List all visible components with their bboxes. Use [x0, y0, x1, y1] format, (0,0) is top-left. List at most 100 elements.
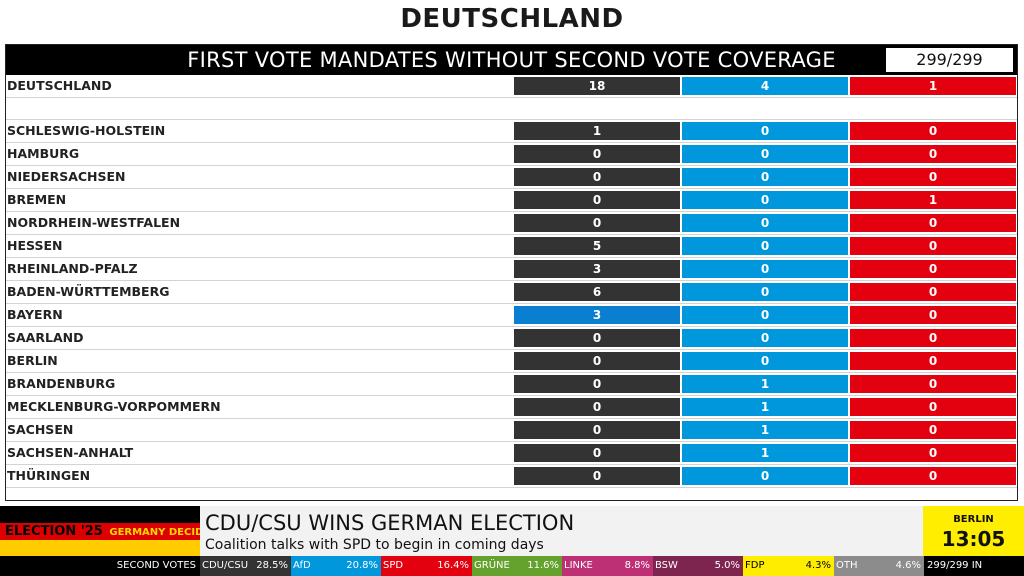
page-title: DEUTSCHLAND: [400, 4, 624, 34]
state-row: BREMEN 0 0 1: [6, 189, 1017, 212]
vote-segment: LINKE 8.8%: [562, 556, 653, 576]
state-cdu-cell: 0: [514, 168, 680, 186]
state-afd-cell: 0: [682, 306, 848, 324]
party-share: 28.5%: [256, 560, 288, 571]
second-votes-label: SECOND VOTES: [116, 560, 196, 571]
panel-header: FIRST VOTE MANDATES WITHOUT SECOND VOTE …: [6, 45, 1017, 93]
state-label: BREMEN: [7, 192, 67, 207]
state-row: SCHLESWIG-HOLSTEIN 1 0 0: [6, 120, 1017, 143]
state-spd-cell: 0: [850, 260, 1016, 278]
votes-counted: 299/299 IN: [927, 560, 983, 571]
state-label: BADEN-WÜRTTEMBERG: [7, 284, 170, 299]
party-share: 5.0%: [714, 560, 740, 571]
flag-stripe-black: [0, 506, 200, 523]
state-row: BERLIN 0 0 0: [6, 350, 1017, 373]
state-label: NORDRHEIN-WESTFALEN: [7, 215, 181, 230]
state-row: HESSEN 5 0 0: [6, 235, 1017, 258]
state-label: NIEDERSACHSEN: [7, 169, 126, 184]
counted-constituencies: 299/299 (16/16): [886, 48, 1013, 93]
vote-segment: CDU/CSU 28.5%: [200, 556, 291, 576]
state-spd-cell: 0: [850, 306, 1016, 324]
state-cdu-cell: 0: [514, 398, 680, 416]
state-afd-cell: 0: [682, 237, 848, 255]
subheadline: Coalition talks with SPD to begin in com…: [205, 537, 544, 553]
state-cdu-cell: 0: [514, 214, 680, 232]
state-cdu-cell: 0: [514, 329, 680, 347]
state-row: BRANDENBURG 0 1 0: [6, 373, 1017, 396]
state-afd-cell: 0: [682, 122, 848, 140]
party-share: 11.6%: [527, 560, 559, 571]
state-label: RHEINLAND-PFALZ: [7, 261, 138, 276]
state-row: SACHSEN-ANHALT 0 1 0: [6, 442, 1017, 465]
state-spd-cell: 0: [850, 421, 1016, 439]
state-row: NORDRHEIN-WESTFALEN 0 0 0: [6, 212, 1017, 235]
vote-segment: FDP 4.3%: [743, 556, 834, 576]
party-share: 20.8%: [346, 560, 378, 571]
state-label: BAYERN: [7, 307, 63, 322]
headline-box: CDU/CSU WINS GERMAN ELECTION Coalition t…: [200, 506, 923, 556]
state-cdu-cell: 0: [514, 467, 680, 485]
state-afd-cell: 1: [682, 375, 848, 393]
total-cdu-cell: 18: [514, 77, 680, 95]
party-name: FDP: [745, 560, 765, 571]
state-label: HESSEN: [7, 238, 63, 253]
state-cdu-cell: 6: [514, 283, 680, 301]
state-cdu-cell: 0: [514, 145, 680, 163]
state-spd-cell: 0: [850, 283, 1016, 301]
vote-segment: OTH 4.6%: [834, 556, 924, 576]
vote-segment: SPD 16.4%: [381, 556, 472, 576]
party-share: 8.8%: [624, 560, 650, 571]
party-name: GRÜNE: [474, 560, 510, 571]
state-row: RHEINLAND-PFALZ 3 0 0: [6, 258, 1017, 281]
state-row: HAMBURG 0 0 0: [6, 143, 1017, 166]
state-spd-cell: 0: [850, 329, 1016, 347]
state-label: SACHSEN: [7, 422, 74, 437]
election-brand: ELECTION '25 GERMANY DECIDES: [0, 506, 217, 556]
state-label: SAARLAND: [7, 330, 84, 345]
state-cdu-cell: 3: [514, 306, 680, 324]
total-spd-cell: 1: [850, 77, 1016, 95]
state-afd-cell: 1: [682, 421, 848, 439]
headline: CDU/CSU WINS GERMAN ELECTION: [205, 511, 575, 535]
second-votes-bar: SECOND VOTES CDU/CSU 28.5% AfD 20.8% SPD 16.4…: [0, 556, 1024, 576]
state-cdu-cell: 0: [514, 375, 680, 393]
state-label: SACHSEN-ANHALT: [7, 445, 134, 460]
state-spd-cell: 0: [850, 168, 1016, 186]
brand-label: ELECTION '25 GERMANY DECIDES: [5, 523, 217, 540]
state-label: SCHLESWIG-HOLSTEIN: [7, 123, 166, 138]
state-cdu-cell: 1: [514, 122, 680, 140]
brand-title: ELECTION '25: [5, 524, 103, 539]
state-cdu-cell: 0: [514, 444, 680, 462]
state-row: BADEN-WÜRTTEMBERG 6 0 0: [6, 281, 1017, 304]
party-name: BSW: [655, 560, 678, 571]
state-afd-cell: 0: [682, 191, 848, 209]
state-spd-cell: 0: [850, 375, 1016, 393]
party-share: 4.6%: [895, 560, 921, 571]
clock-box: BERLIN 13:05: [923, 506, 1024, 556]
state-spd-cell: 0: [850, 398, 1016, 416]
flag-stripe-gold: [0, 540, 200, 556]
flag-stripe-red: [0, 523, 200, 540]
clock-time: 13:05: [941, 527, 1006, 551]
state-spd-cell: 0: [850, 352, 1016, 370]
state-afd-cell: 0: [682, 467, 848, 485]
state-spd-cell: 1: [850, 191, 1016, 209]
clock-city: BERLIN: [953, 514, 994, 525]
total-label: DEUTSCHLAND: [7, 78, 112, 93]
state-spd-cell: 0: [850, 122, 1016, 140]
party-share: 4.3%: [805, 560, 831, 571]
state-row: THÜRINGEN 0 0 0: [6, 465, 1017, 488]
state-row: SACHSEN 0 1 0: [6, 419, 1017, 442]
state-label: HAMBURG: [7, 146, 80, 161]
party-share: 16.4%: [437, 560, 469, 571]
party-name: LINKE: [564, 560, 593, 571]
state-row: MECKLENBURG-VORPOMMERN 0 1 0: [6, 396, 1017, 419]
party-name: CDU/CSU: [202, 560, 249, 571]
state-row: BAYERN 3 0 0: [6, 304, 1017, 327]
total-row: DEUTSCHLAND 18 4 1: [6, 75, 1017, 98]
state-label: THÜRINGEN: [7, 468, 91, 483]
state-afd-cell: 1: [682, 398, 848, 416]
state-cdu-cell: 0: [514, 421, 680, 439]
total-afd-cell: 4: [682, 77, 848, 95]
news-ticker: ELECTION '25 GERMANY DECIDES CDU/CSU WIN…: [0, 506, 1024, 576]
